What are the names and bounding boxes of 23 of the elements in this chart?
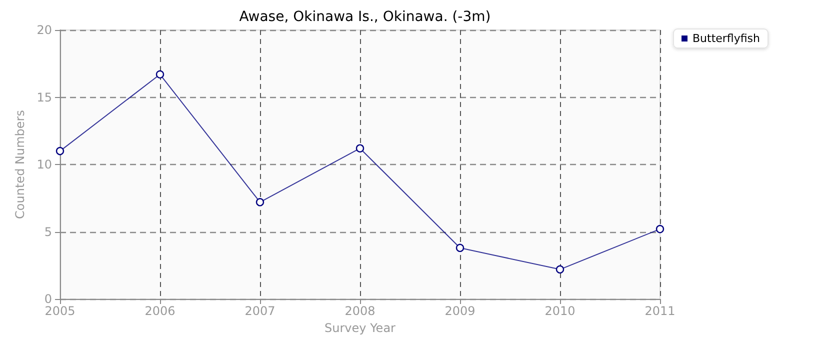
chart-title: Awase, Okinawa Is., Okinawa. (-3m): [239, 9, 491, 25]
x-tick-label: 2006: [144, 304, 176, 318]
point: [56, 146, 64, 156]
y-axis-title: Counted Numbers: [12, 110, 27, 219]
x-tick-label: 2005: [44, 304, 76, 318]
y-tick-label: 10: [36, 158, 52, 172]
point: [656, 224, 664, 234]
y-tick-label: 0: [44, 292, 52, 306]
x-tick-label: 2008: [344, 304, 376, 318]
y-tick-label: 20: [36, 23, 52, 37]
y-tick-label: 5: [44, 224, 52, 239]
point: [556, 265, 564, 274]
point: [356, 144, 364, 152]
x-tick-label: 2009: [444, 304, 476, 318]
x-tick-label: 2010: [544, 304, 576, 318]
x-tick-label: 2011: [644, 304, 676, 318]
point: [456, 244, 464, 252]
legend-label: Butterflyfish: [692, 32, 760, 45]
point: [156, 70, 164, 78]
point: [256, 198, 264, 206]
x-axis-title: Survey Year: [324, 320, 396, 335]
x-tick-label: 2007: [244, 304, 276, 318]
y-tick-label: 15: [36, 90, 52, 104]
